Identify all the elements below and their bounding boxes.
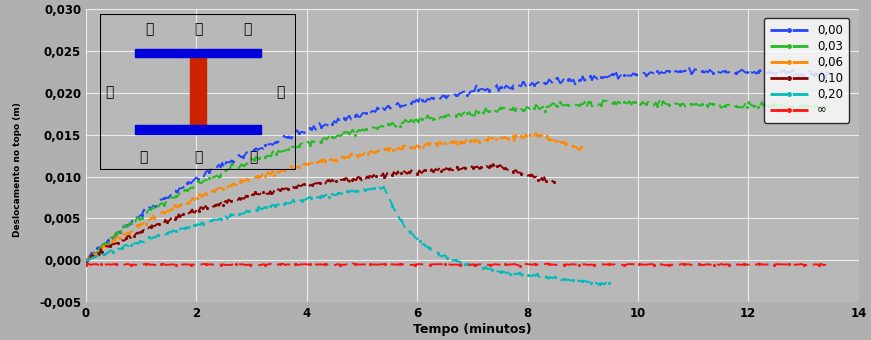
0,06 <box>214 186 225 190</box>
0,06 <box>81 257 91 261</box>
0,20 <box>584 280 595 284</box>
0,20 <box>374 185 384 189</box>
∞ <box>542 261 552 266</box>
0,03 <box>826 105 836 109</box>
0,20 <box>605 282 616 286</box>
Line: 0,00: 0,00 <box>84 66 833 261</box>
∞ <box>84 262 94 266</box>
0,10 <box>332 179 342 183</box>
0,03 <box>598 98 609 102</box>
Text: 🔥: 🔥 <box>249 151 257 165</box>
0,10 <box>546 178 557 182</box>
0,00 <box>375 109 386 113</box>
0,20 <box>602 283 612 287</box>
0,06 <box>530 131 541 135</box>
0,06 <box>573 147 584 151</box>
∞ <box>826 263 836 267</box>
0,00 <box>81 257 91 261</box>
Line: 0,10: 0,10 <box>84 163 557 264</box>
Bar <box>190 57 206 125</box>
0,06 <box>559 140 570 144</box>
Line: 0,03: 0,03 <box>84 99 833 265</box>
0,00 <box>622 73 632 78</box>
0,03 <box>375 124 386 128</box>
0,03 <box>625 99 635 103</box>
0,20 <box>81 258 91 262</box>
0,20 <box>220 214 231 218</box>
Bar <box>136 49 261 57</box>
Legend: 0,00, 0,03, 0,06, 0,10, 0,20, ∞: 0,00, 0,03, 0,06, 0,10, 0,20, ∞ <box>764 18 849 122</box>
Text: 🔥: 🔥 <box>194 22 202 36</box>
0,20 <box>361 188 371 192</box>
Text: Deslocamento no topo (m): Deslocamento no topo (m) <box>13 103 22 237</box>
0,06 <box>375 149 386 153</box>
0,03 <box>323 135 334 139</box>
Text: 🔥: 🔥 <box>139 151 147 165</box>
0,00 <box>323 124 334 128</box>
∞ <box>81 263 91 267</box>
0,03 <box>171 194 181 199</box>
0,20 <box>322 194 333 198</box>
0,06 <box>577 148 588 152</box>
Line: 0,06: 0,06 <box>84 131 584 262</box>
Bar <box>136 125 261 134</box>
0,10 <box>207 204 218 208</box>
Text: 🔥: 🔥 <box>145 22 153 36</box>
∞ <box>713 263 724 267</box>
0,00 <box>171 189 181 193</box>
0,06 <box>311 160 321 165</box>
Text: 🔥: 🔥 <box>243 22 252 36</box>
0,00 <box>684 66 694 70</box>
0,10 <box>299 182 309 186</box>
0,10 <box>488 162 498 166</box>
X-axis label: Tempo (minutos): Tempo (minutos) <box>413 323 531 336</box>
0,20 <box>599 283 610 287</box>
0,06 <box>82 258 92 262</box>
0,00 <box>550 78 560 82</box>
0,03 <box>620 100 631 104</box>
0,00 <box>826 70 836 74</box>
∞ <box>530 262 540 266</box>
0,03 <box>81 261 91 265</box>
Line: ∞: ∞ <box>84 262 833 267</box>
∞ <box>761 262 772 267</box>
0,10 <box>359 175 369 179</box>
0,03 <box>550 102 560 106</box>
∞ <box>527 262 537 267</box>
Text: 🔥: 🔥 <box>276 85 285 99</box>
0,10 <box>532 177 543 182</box>
0,00 <box>618 73 629 77</box>
0,10 <box>82 260 92 264</box>
Line: 0,20: 0,20 <box>84 185 612 287</box>
0,20 <box>392 210 402 215</box>
∞ <box>348 261 358 266</box>
0,10 <box>81 259 91 264</box>
0,06 <box>347 153 357 157</box>
0,10 <box>550 181 560 185</box>
∞ <box>515 264 525 268</box>
Text: 🔥: 🔥 <box>105 85 114 99</box>
Text: 🔥: 🔥 <box>194 151 202 165</box>
